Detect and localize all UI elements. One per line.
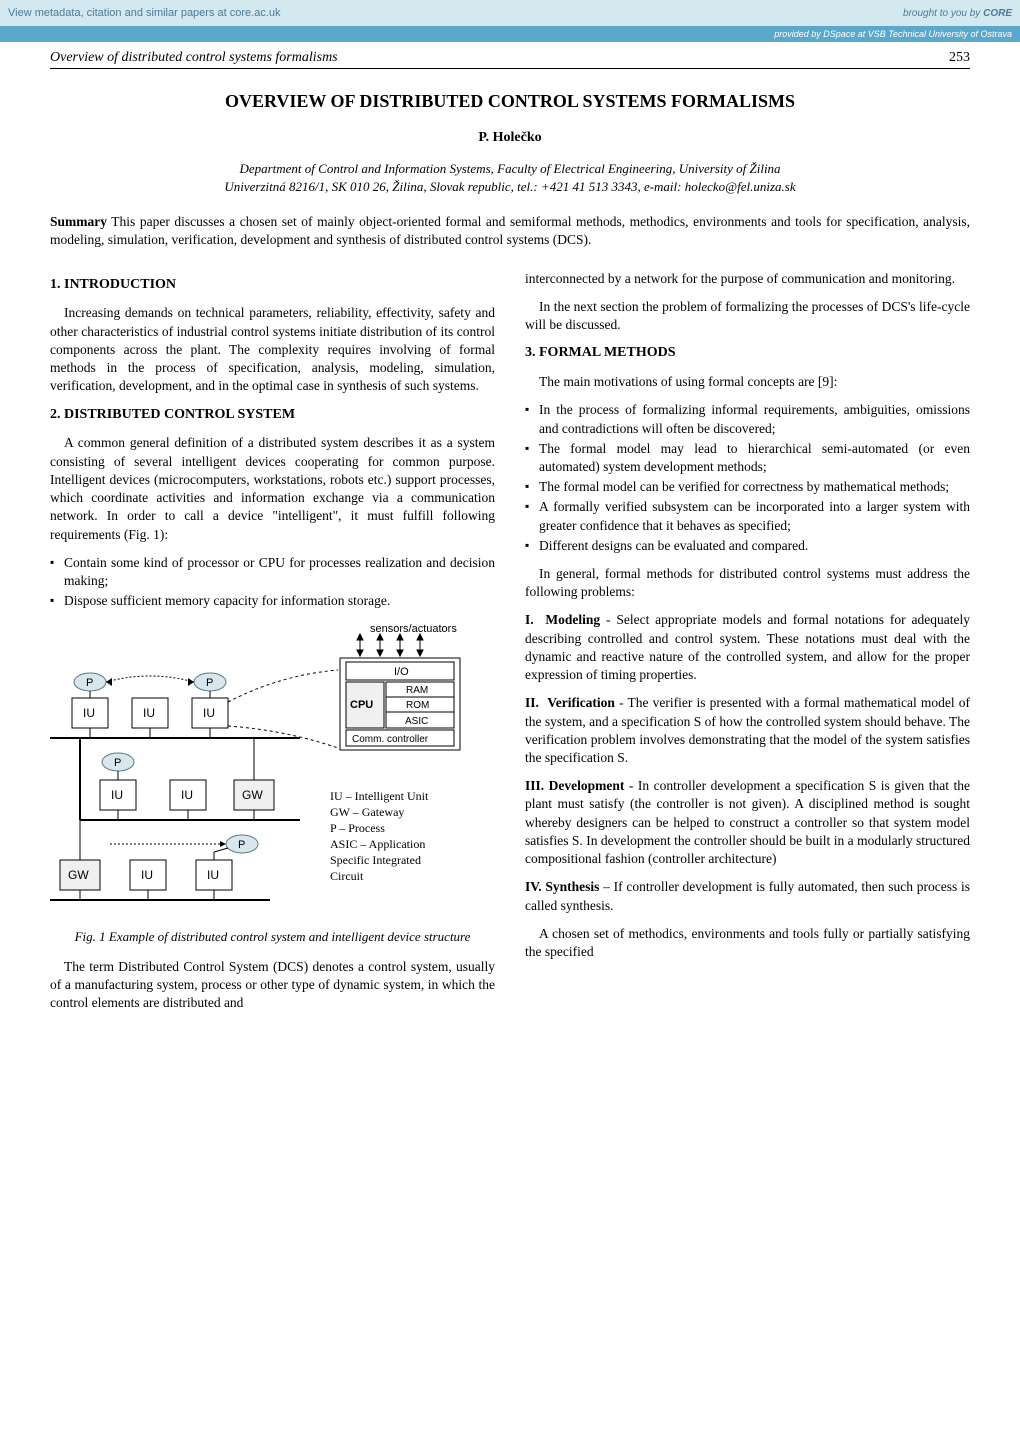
svg-text:Comm. controller: Comm. controller bbox=[352, 734, 429, 745]
list-item: In the process of formalizing informal r… bbox=[525, 401, 970, 437]
problem-development: III. Development - In controller develop… bbox=[525, 777, 970, 868]
core-logo[interactable]: CORE bbox=[983, 8, 1012, 19]
svg-text:IU: IU bbox=[83, 706, 95, 720]
running-title: Overview of distributed control systems … bbox=[50, 50, 949, 66]
figure-svg: sensors/actuators I/O CPU RAM ROM ASIC C… bbox=[50, 620, 490, 920]
problem-verification: II. Verification - The verifier is prese… bbox=[525, 694, 970, 767]
section-1-heading: 1. INTRODUCTION bbox=[50, 276, 495, 295]
r-cont-para2: In the next section the problem of forma… bbox=[525, 298, 970, 334]
sensor-arrows bbox=[357, 634, 423, 656]
svg-text:ASIC: ASIC bbox=[405, 716, 428, 727]
svg-text:P – Process: P – Process bbox=[330, 821, 385, 835]
r-cont-para: interconnected by a network for the purp… bbox=[525, 270, 970, 288]
problem-synthesis: IV. Synthesis – If controller developmen… bbox=[525, 878, 970, 914]
svg-text:P: P bbox=[206, 677, 213, 689]
svg-text:IU: IU bbox=[203, 706, 215, 720]
s2-para1: A common general definition of a distrib… bbox=[50, 434, 495, 543]
page-body: Overview of distributed control systems … bbox=[0, 42, 1020, 1053]
svg-text:ASIC – Application: ASIC – Application bbox=[330, 837, 425, 851]
svg-text:P: P bbox=[86, 677, 93, 689]
s2-para2: The term Distributed Control System (DCS… bbox=[50, 958, 495, 1013]
s3-para3: A chosen set of methodics, environments … bbox=[525, 925, 970, 961]
svg-text:IU: IU bbox=[141, 868, 153, 882]
page-number: 253 bbox=[949, 50, 970, 66]
problem-modeling: I. Modeling - Select appropriate models … bbox=[525, 611, 970, 684]
s3-para2: In general, formal methods for distribut… bbox=[525, 565, 970, 601]
s1-para: Increasing demands on technical paramete… bbox=[50, 304, 495, 395]
svg-text:IU – Intelligent Unit: IU – Intelligent Unit bbox=[330, 789, 429, 803]
svg-text:I/O: I/O bbox=[394, 666, 409, 678]
figure-1: sensors/actuators I/O CPU RAM ROM ASIC C… bbox=[50, 620, 495, 920]
svg-text:IU: IU bbox=[111, 788, 123, 802]
banner-left[interactable]: View metadata, citation and similar pape… bbox=[8, 7, 281, 19]
svg-text:P: P bbox=[114, 757, 121, 769]
list-item: Contain some kind of processor or CPU fo… bbox=[50, 554, 495, 590]
svg-text:GW: GW bbox=[68, 868, 89, 882]
svg-text:GW: GW bbox=[242, 788, 263, 802]
paper-title: OVERVIEW OF DISTRIBUTED CONTROL SYSTEMS … bbox=[50, 91, 970, 112]
svg-text:IU: IU bbox=[181, 788, 193, 802]
s2-bullets: Contain some kind of processor or CPU fo… bbox=[50, 554, 495, 611]
author: P. Holečko bbox=[50, 130, 970, 146]
svg-text:GW – Gateway: GW – Gateway bbox=[330, 805, 404, 819]
svg-text:P: P bbox=[238, 839, 245, 851]
svg-text:IU: IU bbox=[207, 868, 219, 882]
svg-text:CPU: CPU bbox=[350, 699, 373, 711]
svg-text:ROM: ROM bbox=[406, 700, 429, 711]
running-head: Overview of distributed control systems … bbox=[50, 50, 970, 66]
summary: Summary This paper discusses a chosen se… bbox=[50, 213, 970, 249]
svg-text:Specific Integrated: Specific Integrated bbox=[330, 853, 421, 867]
head-rule bbox=[50, 68, 970, 69]
svg-text:IU: IU bbox=[143, 706, 155, 720]
provided-by-banner: provided by DSpace at VSB Technical Univ… bbox=[0, 26, 1020, 42]
banner-right: brought to you by CORE bbox=[903, 8, 1012, 19]
s3-para1: The main motivations of using formal con… bbox=[525, 373, 970, 391]
list-item: Different designs can be evaluated and c… bbox=[525, 537, 970, 555]
right-column: interconnected by a network for the purp… bbox=[525, 270, 970, 1023]
figure-1-caption: Fig. 1 Example of distributed control sy… bbox=[50, 928, 495, 946]
left-column: 1. INTRODUCTION Increasing demands on te… bbox=[50, 270, 495, 1023]
sensors-label: sensors/actuators bbox=[370, 623, 457, 635]
dash-connector-1 bbox=[228, 670, 338, 702]
repo-banner: View metadata, citation and similar pape… bbox=[0, 0, 1020, 26]
section-2-heading: 2. DISTRIBUTED CONTROL SYSTEM bbox=[50, 406, 495, 425]
list-item: The formal model can be verified for cor… bbox=[525, 478, 970, 496]
row1-units: IU IU IU bbox=[72, 691, 228, 738]
list-item: A formally verified subsystem can be inc… bbox=[525, 498, 970, 534]
list-item: Dispose sufficient memory capacity for i… bbox=[50, 592, 495, 610]
section-3-heading: 3. FORMAL METHODS bbox=[525, 344, 970, 363]
s3-bullets: In the process of formalizing informal r… bbox=[525, 401, 970, 555]
list-item: The formal model may lead to hierarchica… bbox=[525, 440, 970, 476]
svg-text:RAM: RAM bbox=[406, 685, 428, 696]
two-columns: 1. INTRODUCTION Increasing demands on te… bbox=[50, 270, 970, 1023]
svg-text:Circuit: Circuit bbox=[330, 869, 364, 883]
affiliation: Department of Control and Information Sy… bbox=[50, 160, 970, 195]
